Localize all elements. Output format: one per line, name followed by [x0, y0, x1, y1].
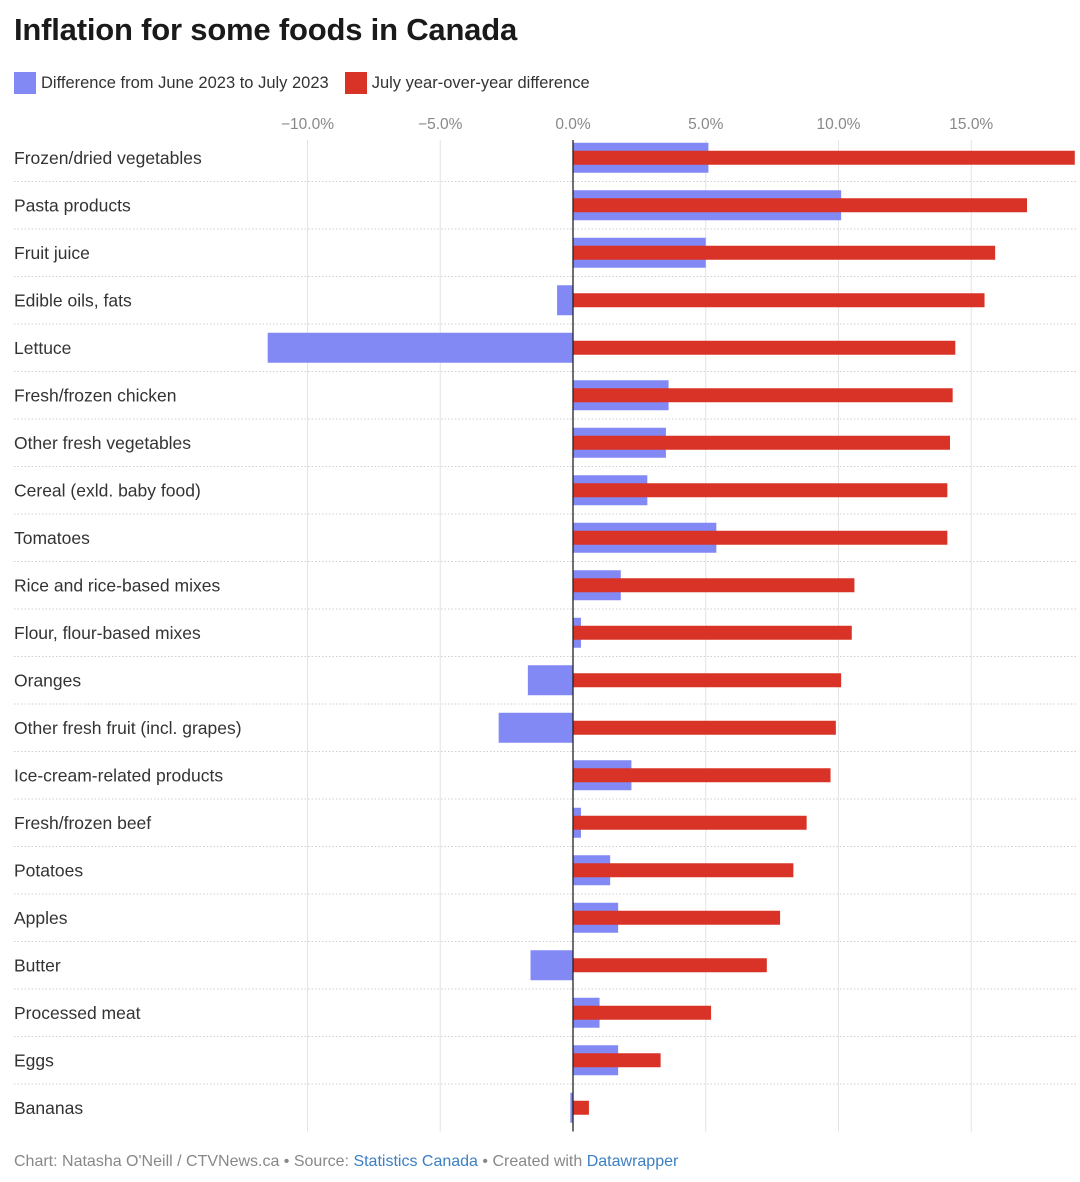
- category-label: Oranges: [14, 670, 81, 690]
- bar-yearly: [573, 578, 855, 593]
- bar-yearly: [573, 530, 948, 545]
- legend-item-monthly: Difference from June 2023 to July 2023: [14, 72, 329, 94]
- footer-credit: Chart: Natasha O'Neill / CTVNews.ca • So…: [14, 1153, 354, 1170]
- category-label: Tomatoes: [14, 528, 90, 548]
- legend-item-yearly: July year-over-year difference: [344, 72, 590, 94]
- bar-monthly: [267, 332, 573, 363]
- bar-yearly: [573, 958, 767, 973]
- category-label: Cereal (exld. baby food): [14, 480, 201, 500]
- x-tick-label: −10.0%: [281, 116, 334, 133]
- bar-yearly: [573, 720, 836, 735]
- bar-monthly: [527, 665, 573, 696]
- bar-yearly: [573, 245, 996, 260]
- chart-title: Inflation for some foods in Canada: [14, 12, 518, 47]
- bar-yearly: [573, 388, 953, 403]
- legend-label-monthly: Difference from June 2023 to July 2023: [41, 73, 329, 92]
- category-label: Ice-cream-related products: [14, 765, 223, 785]
- category-label: Fresh/frozen chicken: [14, 385, 176, 405]
- category-label: Lettuce: [14, 338, 71, 358]
- category-label: Eggs: [14, 1050, 54, 1070]
- source-link[interactable]: Statistics Canada: [353, 1153, 478, 1170]
- bar-yearly: [573, 1005, 712, 1020]
- category-label: Fresh/frozen beef: [14, 813, 151, 833]
- category-label: Frozen/dried vegetables: [14, 148, 202, 168]
- category-label: Other fresh vegetables: [14, 433, 191, 453]
- category-label: Pasta products: [14, 195, 131, 215]
- category-label: Apples: [14, 908, 68, 928]
- bar-yearly: [573, 150, 1075, 165]
- category-label: Other fresh fruit (incl. grapes): [14, 718, 242, 738]
- x-tick-label: 0.0%: [555, 116, 591, 133]
- x-tick-label: 10.0%: [817, 116, 861, 133]
- footer: Chart: Natasha O'Neill / CTVNews.ca • So…: [14, 1153, 678, 1171]
- category-label: Rice and rice-based mixes: [14, 575, 220, 595]
- category-label: Edible oils, fats: [14, 290, 132, 310]
- footer-middle: • Created with: [477, 1153, 587, 1170]
- bar-yearly: [573, 340, 956, 355]
- bar-yearly: [573, 435, 951, 450]
- x-tick-label: −5.0%: [418, 116, 463, 133]
- datawrapper-link[interactable]: Datawrapper: [586, 1153, 679, 1170]
- bar-monthly: [557, 285, 573, 316]
- bar-yearly: [573, 768, 831, 783]
- legend-swatch-yearly: [344, 72, 367, 94]
- category-label: Flour, flour-based mixes: [14, 623, 201, 643]
- bar-monthly: [530, 950, 573, 981]
- bar-yearly: [573, 293, 985, 308]
- category-label: Bananas: [14, 1098, 83, 1118]
- legend: Difference from June 2023 to July 2023 J…: [14, 71, 606, 95]
- legend-label-yearly: July year-over-year difference: [371, 73, 590, 92]
- bar-yearly: [573, 1053, 661, 1068]
- bar-chart: −10.0% −5.0% 0.0% 5.0% 10.0% 15.0% Frozen/drie…: [14, 116, 1076, 1132]
- category-label: Butter: [14, 955, 61, 975]
- category-label: Potatoes: [14, 860, 83, 880]
- bar-monthly: [498, 712, 573, 743]
- bar-yearly: [573, 815, 807, 830]
- bar-yearly: [573, 673, 842, 688]
- bar-yearly: [573, 483, 948, 498]
- bar-yearly: [573, 863, 794, 878]
- category-label: Fruit juice: [14, 243, 90, 263]
- bar-yearly: [573, 910, 781, 925]
- category-label: Processed meat: [14, 1003, 141, 1023]
- x-tick-label: 15.0%: [949, 116, 993, 133]
- bar-yearly: [573, 1100, 589, 1115]
- legend-swatch-monthly: [14, 72, 36, 94]
- bar-yearly: [573, 625, 852, 640]
- x-tick-label: 5.0%: [688, 116, 724, 133]
- bar-yearly: [573, 198, 1028, 213]
- bar-monthly: [570, 1092, 573, 1123]
